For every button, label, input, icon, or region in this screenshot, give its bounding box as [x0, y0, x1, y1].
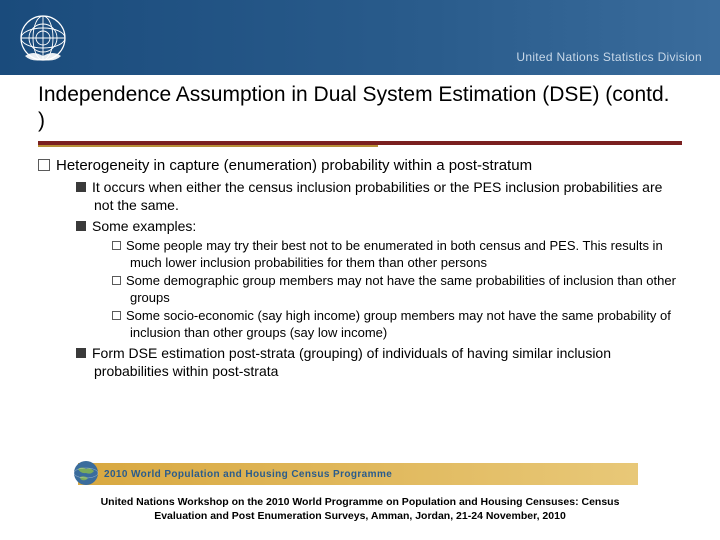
- slide-title: Independence Assumption in Dual System E…: [38, 82, 682, 135]
- bullet-lvl3-text: Some demographic group members may not h…: [126, 273, 676, 305]
- footer-text: United Nations Workshop on the 2010 Worl…: [38, 496, 682, 523]
- footer-line1: United Nations Workshop on the 2010 Worl…: [101, 496, 620, 508]
- bullet-lvl2: It occurs when either the census inclusi…: [76, 179, 682, 215]
- square-outline-icon: [112, 311, 121, 320]
- bullet-lvl3: Some people may try their best not to be…: [112, 238, 682, 271]
- footer-banner-text: 2010 World Population and Housing Census…: [104, 469, 392, 480]
- bullet-lvl2-text: Some examples:: [92, 218, 196, 234]
- header-bar: United Nations Statistics Division: [0, 0, 720, 75]
- footer-banner: 2010 World Population and Housing Census…: [78, 463, 638, 485]
- title-underline: [38, 141, 682, 145]
- bullet-lvl1: Heterogeneity in capture (enumeration) p…: [38, 156, 682, 175]
- square-outline-icon: [112, 276, 121, 285]
- footer-line2: Evaluation and Post Enumeration Surveys,…: [154, 510, 566, 522]
- square-fill-icon: [76, 348, 86, 358]
- bullet-lvl3: Some socio-economic (say high income) gr…: [112, 308, 682, 341]
- bullet-lvl2-text: Form DSE estimation post-strata (groupin…: [92, 345, 611, 379]
- bullet-lvl3-text: Some socio-economic (say high income) gr…: [126, 308, 671, 340]
- globe-icon: [72, 459, 100, 487]
- bullet-lvl3-text: Some people may try their best not to be…: [126, 238, 663, 270]
- bullet-lvl3: Some demographic group members may not h…: [112, 273, 682, 306]
- bullet-lvl2-text: It occurs when either the census inclusi…: [92, 179, 662, 213]
- header-division-text: United Nations Statistics Division: [516, 50, 702, 64]
- square-fill-icon: [76, 221, 86, 231]
- un-logo-icon: [8, 3, 78, 73]
- bullet-lvl2: Some examples:: [76, 218, 682, 236]
- bullet-lvl2: Form DSE estimation post-strata (groupin…: [76, 345, 682, 381]
- square-fill-icon: [76, 182, 86, 192]
- square-outline-icon: [38, 159, 50, 171]
- content-body: Heterogeneity in capture (enumeration) p…: [38, 156, 682, 380]
- square-outline-icon: [112, 241, 121, 250]
- bullet-lvl1-text: Heterogeneity in capture (enumeration) p…: [56, 157, 532, 174]
